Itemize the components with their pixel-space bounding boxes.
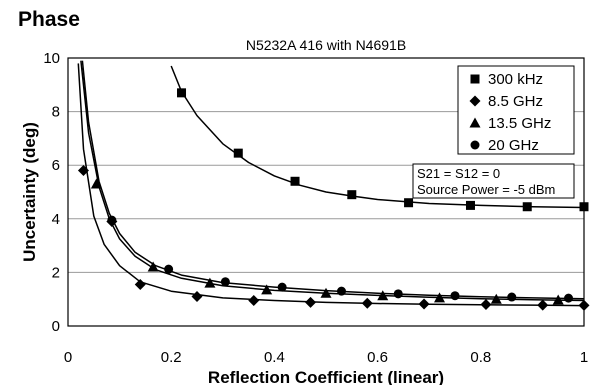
x-tick-label-0-6: 0.6: [367, 349, 388, 366]
tick-labels: 0 2 4 6 8 10 0 0.2 0.4 0.6 0.8 1: [43, 50, 588, 366]
legend-label-300khz: 300 kHz: [488, 71, 543, 88]
y-tick-label-6: 6: [52, 157, 60, 174]
legend-marker-13-5-ghz: [469, 117, 481, 128]
data-point-300-khz-3: [347, 190, 357, 200]
series-line-8-5-ghz: [77, 63, 585, 307]
y-axis-label: Uncertainty (deg): [20, 122, 39, 262]
data-point-8-5-ghz-10: [578, 299, 590, 311]
data-point-13-5-ghz-6: [434, 292, 446, 303]
note-sparams: S21 = S12 = 0: [417, 166, 500, 181]
data-point-20-ghz-5: [393, 289, 403, 299]
conditions-note: S21 = S12 = 0 Source Power = -5 dBm: [412, 163, 575, 199]
data-point-13-5-ghz-8: [552, 294, 564, 305]
legend-label-8-5ghz: 8.5 GHz: [488, 93, 543, 110]
page-title: Phase: [18, 8, 80, 31]
data-point-13-5-ghz-3: [261, 284, 273, 295]
data-point-13-5-ghz-1: [147, 261, 159, 272]
data-point-20-ghz-7: [507, 292, 517, 302]
data-point-13-5-ghz-4: [320, 287, 332, 298]
x-tick-label-0-8: 0.8: [470, 349, 491, 366]
data-point-13-5-ghz-7: [490, 293, 502, 304]
x-axis-label: Reflection Coefficient (linear): [208, 368, 444, 385]
legend-marker-300-khz: [470, 74, 480, 84]
data-point-20-ghz-4: [336, 286, 346, 296]
chart-subtitle: N5232A 416 with N4691B: [246, 37, 406, 53]
x-tick-label-1: 1: [580, 349, 588, 366]
legend-marker-8-5-ghz: [469, 95, 481, 107]
data-point-20-ghz-8: [564, 293, 574, 303]
data-point-20-ghz-0: [107, 215, 117, 225]
data-point-8-5-ghz-6: [361, 297, 373, 309]
data-point-8-5-ghz-5: [305, 296, 317, 308]
y-tick-label-4: 4: [52, 211, 60, 228]
x-tick-label-0-4: 0.4: [264, 349, 285, 366]
legend-marker-20-ghz: [470, 140, 480, 150]
data-point-8-5-ghz-8: [480, 299, 492, 311]
data-point-20-ghz-2: [220, 277, 230, 287]
conditions-note-box: [412, 163, 575, 199]
data-point-8-5-ghz-2: [134, 278, 146, 290]
x-tick-label-0: 0: [64, 349, 72, 366]
data-point-20-ghz-3: [277, 282, 287, 292]
series-markers: [77, 88, 590, 311]
data-point-300-khz-1: [233, 148, 243, 158]
y-tick-label-10: 10: [43, 50, 60, 67]
data-point-8-5-ghz-7: [418, 298, 430, 310]
plot-area: [67, 57, 585, 327]
legend-label-20ghz: 20 GHz: [488, 137, 539, 154]
data-point-13-5-ghz-5: [377, 290, 389, 301]
legend-markers: [469, 74, 481, 150]
y-tick-label-8: 8: [52, 104, 60, 121]
data-point-13-5-ghz-0: [90, 178, 102, 189]
data-point-13-5-ghz-2: [204, 277, 216, 288]
y-tick-label-0: 0: [52, 318, 60, 335]
data-point-8-5-ghz-3: [191, 291, 203, 303]
data-point-8-5-ghz-4: [248, 295, 260, 307]
note-source-power: Source Power = -5 dBm: [417, 182, 555, 197]
y-tick-label-2: 2: [52, 264, 60, 281]
data-point-20-ghz-1: [164, 264, 174, 274]
data-point-300-khz-0: [177, 88, 187, 98]
data-point-300-khz-5: [465, 200, 475, 210]
data-point-300-khz-2: [290, 176, 300, 186]
data-point-20-ghz-6: [450, 291, 460, 301]
data-point-300-khz-4: [404, 198, 414, 208]
legend: 300 kHz 8.5 GHz 13.5 GHz 20 GHz: [457, 65, 575, 155]
data-point-300-khz-6: [522, 202, 532, 212]
legend-label-13-5ghz: 13.5 GHz: [488, 115, 551, 132]
data-point-300-khz-7: [579, 202, 589, 212]
data-point-8-5-ghz-0: [77, 165, 89, 177]
x-tick-label-0-2: 0.2: [161, 349, 182, 366]
data-point-8-5-ghz-9: [537, 299, 549, 311]
